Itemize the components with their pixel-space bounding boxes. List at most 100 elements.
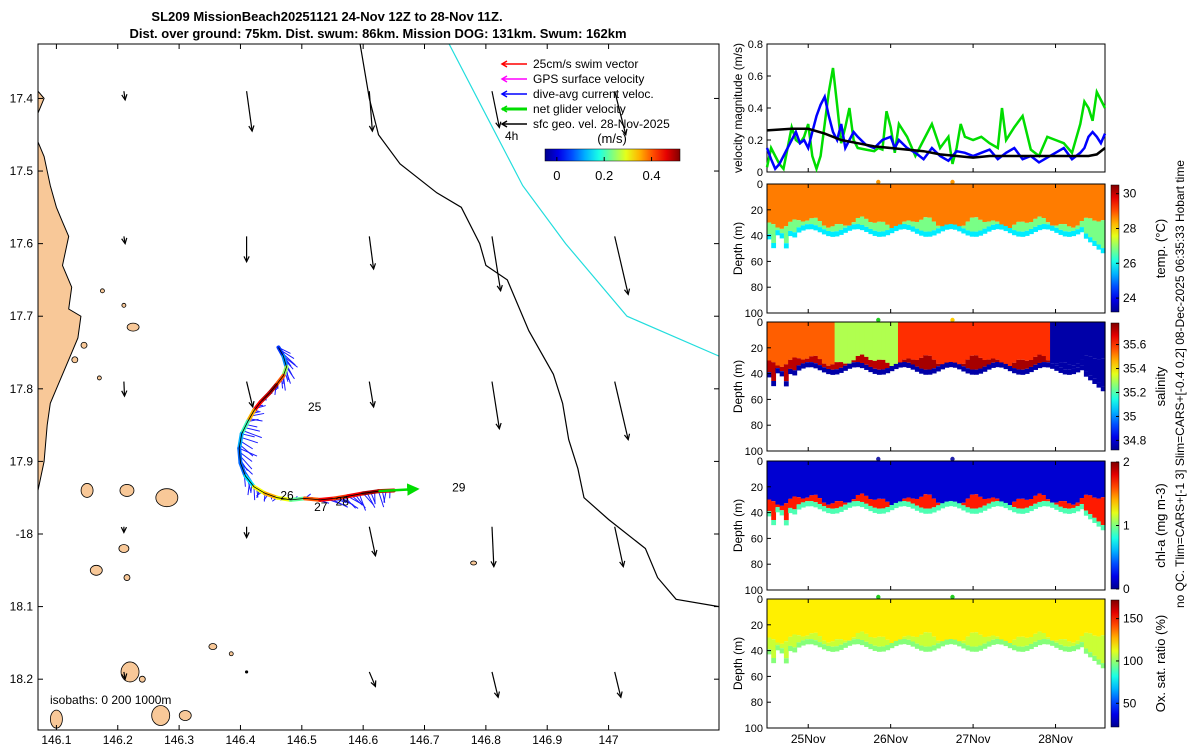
section-cell <box>893 225 899 232</box>
section-cell <box>788 645 793 652</box>
section-cell <box>1033 641 1038 647</box>
section-cell <box>1075 225 1081 230</box>
geostrophic-vector <box>614 671 622 698</box>
section-cell <box>914 461 920 499</box>
section-cell <box>893 363 899 370</box>
section-cell <box>855 639 861 645</box>
section-cell <box>969 508 975 514</box>
section-cell <box>974 461 979 495</box>
section-cell <box>805 599 810 636</box>
section-cell <box>902 224 908 230</box>
section-cell <box>927 599 933 633</box>
section-cell <box>961 643 967 649</box>
map-ytick-label: 17.4 <box>10 91 34 105</box>
section-cell <box>834 461 840 502</box>
section-cell <box>889 366 895 372</box>
section-cell <box>995 461 1000 499</box>
section-cell <box>940 226 946 232</box>
colorbar-tick-label: 34.8 <box>1123 433 1147 447</box>
section-cell <box>961 502 967 506</box>
section-cell <box>885 645 891 651</box>
section-cell <box>961 363 967 367</box>
section-cell <box>957 184 962 227</box>
section-cell <box>910 636 916 642</box>
section-cell <box>1007 184 1013 229</box>
island <box>119 484 135 497</box>
section-cell <box>817 322 823 360</box>
section-cell <box>1079 227 1085 233</box>
section-cell <box>1058 184 1064 225</box>
section-cell <box>940 322 946 365</box>
section-cell <box>986 226 992 232</box>
section-cell <box>1100 497 1106 526</box>
y-axis-label: velocity magnitude (m/s) <box>731 43 745 173</box>
section-cell <box>1020 461 1026 499</box>
section-cell <box>783 461 789 504</box>
section-cell <box>897 362 903 368</box>
section-cell <box>813 502 819 508</box>
section-cell <box>914 643 920 649</box>
colorbar-tick-label: 35.4 <box>1123 362 1147 376</box>
section-cell <box>965 498 971 508</box>
section-cell <box>914 359 920 367</box>
section-cell <box>940 184 946 227</box>
geostrophic-vector <box>123 91 126 100</box>
section-cell <box>927 508 933 514</box>
section-cell <box>821 229 827 235</box>
section-cell <box>914 184 920 222</box>
colorbar-label: salinity <box>1153 366 1168 406</box>
section-cell <box>855 184 861 218</box>
ytick-label: 80 <box>751 559 763 571</box>
section-cell <box>978 507 984 513</box>
section-cell <box>910 498 916 504</box>
section-cell <box>830 599 836 642</box>
section-cell <box>923 599 929 633</box>
y-axis-label: Depth (m) <box>731 222 745 275</box>
section-cell <box>826 507 831 514</box>
isobath-1000m <box>448 44 719 357</box>
section-cell <box>1096 382 1102 388</box>
section-cell <box>1003 322 1009 367</box>
section-cell <box>1100 663 1106 669</box>
section-cell <box>995 501 1000 507</box>
section-cell <box>1075 599 1081 641</box>
surface-marker <box>876 456 881 462</box>
section-cell <box>995 639 1000 645</box>
section-cell <box>788 221 793 231</box>
section-cell <box>1054 365 1060 371</box>
section-cell <box>969 322 975 356</box>
section-cell <box>902 184 908 222</box>
section-cell <box>982 366 988 372</box>
dive-avg-current-vector <box>241 433 255 438</box>
dive-avg-current-vector <box>378 491 385 508</box>
section-cell <box>923 322 929 356</box>
section-cell <box>1054 504 1060 510</box>
section-cell <box>771 519 777 526</box>
section-cell <box>978 599 984 635</box>
section-cell <box>906 220 912 225</box>
section-cell <box>834 508 840 514</box>
section-cell <box>834 501 840 509</box>
section-cell <box>830 322 836 365</box>
section-cell <box>767 184 772 223</box>
section-cell <box>978 219 984 231</box>
section-cell <box>830 461 836 504</box>
section-cell <box>779 505 785 511</box>
section-cell <box>902 461 908 499</box>
section-cell <box>995 224 1000 230</box>
geostrophic-vector <box>491 381 500 429</box>
section-cell <box>796 642 802 648</box>
section-cell <box>957 322 962 365</box>
section-cell <box>944 461 950 503</box>
section-cell <box>974 231 979 237</box>
section-cell <box>881 231 886 237</box>
section-cell <box>872 599 878 638</box>
section-cell <box>872 230 878 236</box>
section-cell <box>1045 599 1051 638</box>
section-cell <box>783 226 789 244</box>
section-cell <box>821 502 827 507</box>
section-cell <box>830 641 836 647</box>
section-cell <box>771 639 777 658</box>
section-cell <box>927 461 933 495</box>
